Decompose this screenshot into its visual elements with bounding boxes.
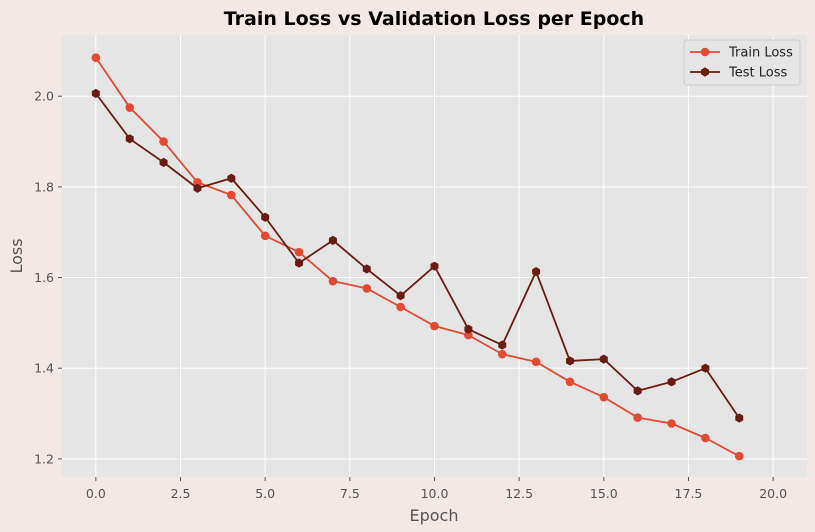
test-loss-point [159, 157, 168, 167]
test-loss-point [464, 324, 473, 334]
train-loss-point [193, 178, 202, 187]
test-loss-point [735, 413, 744, 423]
test-loss-point [227, 173, 236, 183]
legend-test-loss-label: Test Loss [728, 66, 787, 81]
test-loss-point [430, 261, 439, 271]
x-tick-label: 0.0 [86, 486, 106, 501]
y-tick-label: 1.2 [34, 451, 54, 466]
test-loss-line [95, 92, 741, 419]
legend: Train Loss Test Loss [683, 39, 801, 86]
test-loss-point [599, 354, 608, 364]
x-tick-label: 10.0 [421, 486, 449, 501]
test-loss-point [396, 291, 405, 301]
test-loss-point [362, 264, 371, 274]
test-loss-point [193, 183, 202, 193]
test-loss-point [565, 356, 574, 366]
test-loss-point [667, 377, 676, 387]
test-loss-point [91, 88, 100, 99]
train-loss-point [497, 349, 507, 359]
test-loss-point [125, 134, 134, 144]
train-loss-point [531, 357, 541, 367]
train-loss-line [95, 57, 740, 457]
x-tick-label: 5.0 [255, 486, 275, 501]
train-loss-point [328, 276, 338, 286]
y-axis-ticks: 1.2 1.4 1.6 1.8 2.0 [34, 89, 62, 466]
legend-test-loss-marker [701, 67, 709, 77]
x-tick-label: 7.5 [340, 486, 360, 501]
legend-train-loss-marker [700, 47, 710, 57]
train-loss-point [633, 413, 642, 422]
train-loss-point [125, 103, 135, 112]
x-tick-label: 15.0 [590, 486, 618, 501]
legend-train-loss-label: Train Loss [728, 46, 793, 61]
train-loss-point [734, 451, 744, 461]
test-loss-point [498, 340, 507, 350]
test-loss-point [261, 212, 270, 222]
grid [62, 35, 807, 477]
train-loss-point [294, 247, 304, 257]
test-loss-point [295, 258, 304, 268]
train-loss-point [667, 419, 676, 428]
y-tick-label: 1.6 [34, 270, 54, 285]
x-axis-label: Epoch [410, 506, 459, 525]
train-loss-point [362, 284, 372, 293]
train-loss-point [701, 433, 710, 443]
y-tick-label: 1.4 [34, 361, 54, 376]
x-tick-label: 12.5 [505, 486, 533, 501]
train-loss-point [260, 231, 270, 241]
test-loss-point [701, 363, 710, 373]
x-tick-label: 17.5 [675, 486, 703, 501]
test-loss-point [328, 235, 337, 245]
x-tick-label: 2.5 [171, 486, 191, 501]
chart-title: Train Loss vs Validation Loss per Epoch [224, 8, 644, 30]
train-loss-point [91, 53, 101, 62]
x-axis-ticks: 0.0 2.5 5.0 7.5 10.0 12.5 15.0 17.5 20.0 [86, 477, 787, 501]
test-loss-point [532, 267, 541, 277]
train-loss-point [565, 377, 575, 387]
series-layer [91, 53, 744, 461]
train-loss-point [464, 330, 473, 340]
train-loss-point [599, 392, 609, 402]
train-loss-point [159, 137, 168, 146]
y-tick-label: 1.8 [34, 179, 54, 194]
train-loss-point [430, 321, 439, 331]
train-loss-point [227, 190, 236, 200]
legend-items: Train Loss Test Loss [690, 46, 793, 81]
y-tick-label: 2.0 [34, 89, 54, 104]
y-axis-label: Loss [7, 238, 26, 273]
train-loss-point [396, 302, 405, 312]
x-tick-label: 20.0 [759, 486, 787, 501]
test-loss-point [633, 386, 642, 396]
